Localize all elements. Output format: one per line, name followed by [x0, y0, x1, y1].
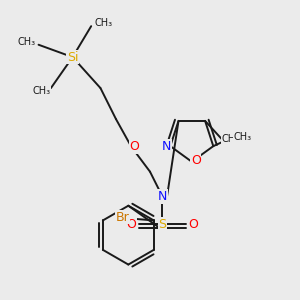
- Text: O: O: [127, 218, 136, 231]
- Text: Br: Br: [116, 211, 130, 224]
- Text: N: N: [158, 190, 167, 203]
- Text: O: O: [188, 218, 198, 231]
- Text: CH₃: CH₃: [33, 86, 51, 96]
- Text: CH₃: CH₃: [233, 132, 251, 142]
- Text: O: O: [191, 154, 201, 167]
- Text: CH₃: CH₃: [94, 18, 112, 28]
- Text: CH₃: CH₃: [17, 37, 35, 46]
- Text: S: S: [158, 218, 166, 231]
- Text: O: O: [130, 140, 140, 153]
- Text: N: N: [162, 140, 171, 153]
- Text: Si: Si: [67, 51, 78, 64]
- Text: CH₃: CH₃: [222, 134, 240, 145]
